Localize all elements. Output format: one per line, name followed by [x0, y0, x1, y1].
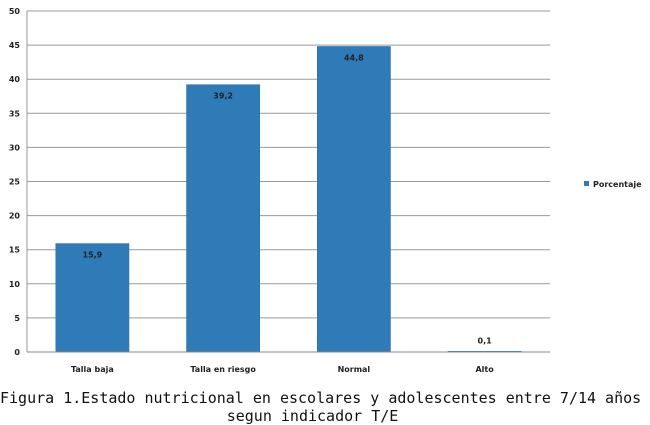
y-tick-label: 20 — [9, 212, 21, 221]
data-label: 0,1 — [478, 336, 493, 345]
bar — [55, 243, 130, 353]
legend-label: Porcentaje — [593, 180, 642, 189]
figure-caption: Figura 1.Estado nutricional en escolares… — [0, 389, 642, 425]
x-category-label: Alto — [475, 365, 494, 374]
bar-chart: 0 5 10 15 20 25 30 35 40 45 50 15,9 39,2 44,8 0,1 Tal… — [9, 7, 642, 374]
y-tick-label: 0 — [14, 348, 20, 357]
legend-swatch — [584, 181, 589, 186]
x-category-label: Talla en riesgo — [190, 365, 256, 374]
y-tick-label: 45 — [9, 41, 21, 50]
data-label: 44,8 — [344, 53, 364, 62]
y-tick-label: 5 — [14, 314, 20, 323]
bar — [317, 46, 391, 353]
y-tick-label: 15 — [9, 246, 21, 255]
caption-line-1: Figura 1.Estado nutricional en escolares… — [0, 389, 642, 407]
data-label: 15,9 — [83, 251, 103, 260]
y-axis: 0 5 10 15 20 25 30 35 40 45 50 — [9, 7, 28, 357]
y-tick-label: 10 — [9, 280, 21, 289]
y-tick-label: 30 — [9, 143, 21, 152]
caption-line-2: segun indicador T/E — [226, 407, 399, 425]
bars: 15,9 39,2 44,8 0,1 — [55, 46, 522, 353]
x-axis: Talla baja Talla en riesgo Normal Alto — [27, 351, 550, 374]
x-category-label: Talla baja — [71, 365, 114, 374]
y-tick-label: 35 — [9, 109, 21, 118]
y-tick-label: 50 — [9, 7, 21, 16]
legend: Porcentaje — [584, 180, 642, 189]
bar — [186, 84, 260, 353]
y-tick-label: 25 — [9, 178, 21, 187]
y-tick-label: 40 — [9, 75, 21, 84]
x-category-label: Normal — [338, 365, 371, 374]
data-label: 39,2 — [213, 92, 233, 101]
